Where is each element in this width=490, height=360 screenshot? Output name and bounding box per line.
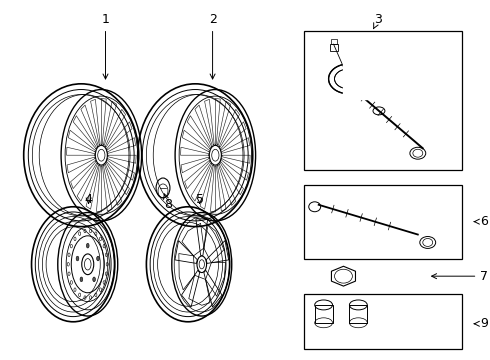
Ellipse shape (97, 256, 99, 261)
Text: 3: 3 (373, 13, 382, 29)
Bar (330, 44, 338, 51)
Ellipse shape (86, 243, 89, 248)
Ellipse shape (93, 277, 96, 282)
Text: 1: 1 (101, 13, 109, 79)
Bar (304, 185, 463, 259)
Bar (315, 305, 333, 323)
Bar (304, 31, 463, 170)
Ellipse shape (76, 256, 79, 261)
Text: 7: 7 (432, 270, 489, 283)
Text: 5: 5 (196, 193, 204, 206)
Text: 2: 2 (209, 13, 217, 79)
Text: 9: 9 (474, 317, 488, 330)
Text: 4: 4 (85, 193, 93, 206)
Text: 8: 8 (164, 194, 172, 211)
Bar (331, 39, 337, 44)
Text: 6: 6 (474, 215, 488, 228)
Ellipse shape (80, 277, 83, 282)
Bar (304, 294, 463, 348)
Bar (349, 305, 367, 323)
